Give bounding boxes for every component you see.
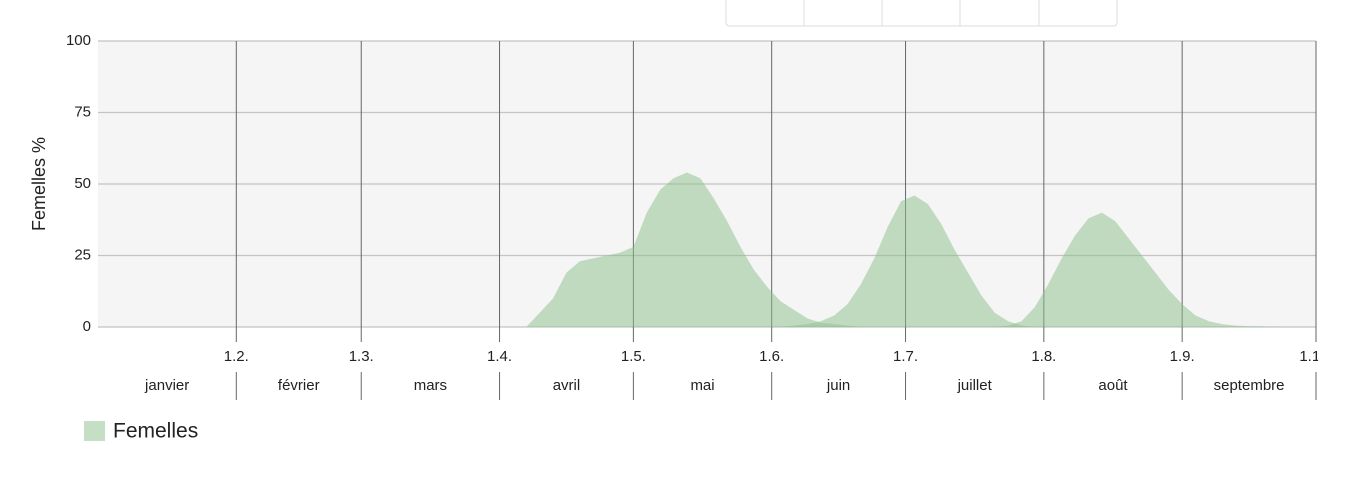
x-tick-label: 1.8. <box>1031 348 1056 365</box>
button-group[interactable] <box>725 0 1118 27</box>
x-tick-label: 1.2. <box>224 348 249 365</box>
y-tick-label: 25 <box>74 246 91 263</box>
toolbar <box>725 0 1118 27</box>
month-label: mai <box>690 377 714 394</box>
month-label: mars <box>414 377 447 394</box>
x-tick-label: 1.3. <box>349 348 374 365</box>
legend-label: Femelles <box>113 420 198 443</box>
x-tick-label: 1.5. <box>621 348 646 365</box>
y-tick-label: 50 <box>74 175 91 192</box>
x-tick-label: 1.10. <box>1299 348 1332 365</box>
month-label: février <box>278 377 320 394</box>
legend-swatch <box>84 421 105 441</box>
x-tick-label: 1.9. <box>1170 348 1195 365</box>
month-label: avril <box>553 377 581 394</box>
y-axis-label: Femelles % <box>29 137 49 231</box>
x-tick-label: 1.7. <box>893 348 918 365</box>
x-tick-label: 1.4. <box>487 348 512 365</box>
month-label: septembre <box>1214 377 1285 394</box>
month-label: juin <box>826 377 850 394</box>
y-tick-label: 0 <box>83 318 91 335</box>
x-tick-label: 1.6. <box>759 348 784 365</box>
month-label: juillet <box>957 377 993 394</box>
month-label: janvier <box>144 377 189 394</box>
month-label: août <box>1098 377 1128 394</box>
area <box>98 172 1316 327</box>
y-tick-label: 75 <box>74 103 91 120</box>
y-tick-label: 100 <box>66 32 91 49</box>
x-axis: 1.2. 1.3. 1.4. 1.5. 1.6. 1.7. 1.8. 1.9. 1.10. <box>224 41 1332 400</box>
